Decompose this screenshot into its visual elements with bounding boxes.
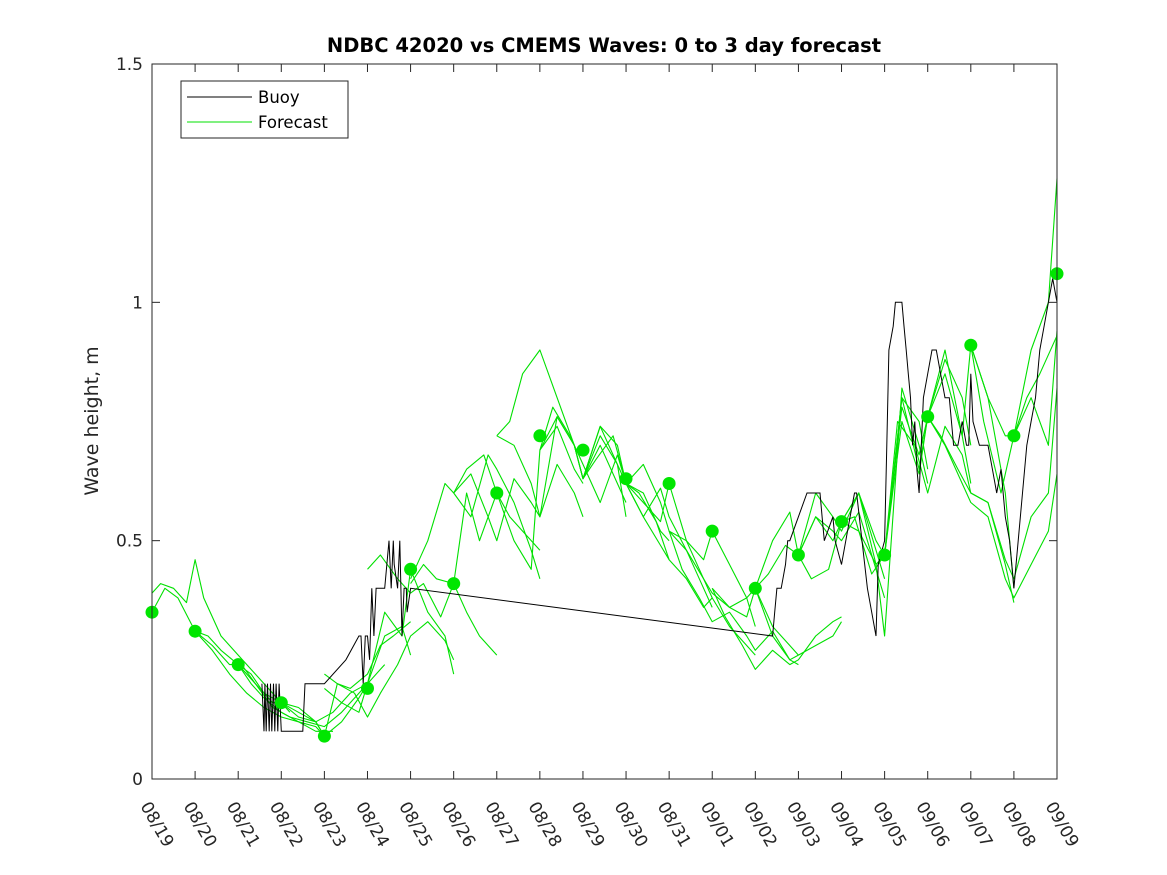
legend: Buoy Forecast	[180, 80, 349, 139]
forecast-run-line	[625, 463, 756, 627]
y-tick-label: 0	[132, 770, 143, 790]
forecast-run-line	[410, 492, 541, 585]
x-tick-label: 08/20	[179, 799, 221, 851]
forecast-run-line	[151, 559, 291, 713]
forecast-start-marker	[576, 443, 590, 457]
chart-title: NDBC 42020 vs CMEMS Waves: 0 to 3 day fo…	[327, 34, 881, 57]
forecast-start-marker	[361, 681, 374, 695]
x-tick-label: 09/03	[782, 799, 824, 851]
forecast-run-line	[927, 416, 1058, 599]
forecast-run-line	[496, 349, 627, 503]
x-tick-label: 08/23	[308, 799, 350, 851]
x-tick-label: 09/08	[998, 799, 1040, 851]
forecast-run-line	[281, 625, 412, 723]
forecast-start-marker	[878, 548, 892, 562]
forecast-start-marker	[791, 548, 805, 562]
forecast-start-marker	[921, 410, 935, 424]
forecast-start-marker	[188, 624, 202, 638]
x-tick-label: 08/19	[136, 799, 178, 851]
forecast-run-line	[280, 621, 411, 737]
x-tick-label: 08/27	[480, 799, 522, 851]
forecast-run-line	[410, 454, 541, 580]
x-tick-label: 09/02	[739, 799, 781, 851]
forecast-start-marker	[533, 429, 547, 443]
x-tick-label: 08/30	[610, 799, 652, 851]
forecast-start-marker	[317, 729, 331, 743]
forecast-run-line	[797, 397, 929, 556]
forecast-run-line	[754, 492, 886, 589]
forecast-run-line	[324, 568, 455, 713]
forecast-run-line	[453, 463, 584, 542]
legend-forecast-label: Forecast	[258, 113, 328, 132]
x-tick-label: 08/25	[394, 799, 436, 851]
x-tick-label: 08/26	[437, 799, 479, 851]
x-tick-label: 09/04	[825, 799, 867, 851]
x-tick-label: 09/07	[954, 799, 996, 851]
forecast-run-line	[539, 406, 670, 560]
x-tick-label: 08/24	[351, 799, 393, 851]
forecast-run-line	[841, 358, 972, 566]
forecast-run-line	[668, 530, 799, 666]
forecast-run-line	[453, 425, 584, 570]
x-tick-label: 09/01	[696, 799, 738, 851]
forecast-start-marker	[447, 577, 461, 591]
forecast-run-line	[884, 344, 1015, 589]
x-tick-label: 08/21	[222, 799, 264, 851]
forecast-start-marker	[619, 472, 633, 486]
x-tick-label: 08/28	[524, 799, 566, 851]
forecast-start-marker	[748, 581, 762, 595]
legend-buoy-label: Buoy	[258, 88, 300, 107]
forecast-run-line	[367, 554, 498, 656]
y-axis-label: Wave height, m	[81, 346, 103, 495]
plot-area	[152, 64, 1057, 779]
forecast-start-marker	[404, 562, 418, 576]
forecast-run-line	[194, 630, 325, 737]
y-axis-ticks: 0 0.5 1 1.5	[116, 55, 1057, 790]
forecast-start-marker	[490, 486, 504, 500]
legend-box	[180, 80, 349, 139]
y-tick-label: 0.5	[116, 532, 143, 552]
forecast-run-line	[797, 387, 929, 637]
forecast-markers	[145, 267, 1064, 743]
forecast-run-line	[711, 587, 842, 661]
forecast-run-line	[754, 511, 886, 599]
forecast-run-line	[324, 621, 455, 718]
forecast-start-marker	[274, 696, 288, 710]
buoy-line	[261, 278, 1058, 732]
forecast-start-marker	[662, 477, 676, 490]
forecast-run-line	[625, 483, 756, 656]
forecast-run-line	[582, 425, 713, 599]
forecast-run-line	[668, 530, 799, 656]
forecast-start-marker	[835, 515, 848, 529]
x-tick-label: 09/09	[1041, 799, 1083, 851]
forecast-start-marker	[705, 524, 719, 538]
forecast-start-marker	[231, 658, 245, 672]
y-tick-label: 1	[132, 293, 143, 313]
x-tick-label: 08/31	[653, 799, 695, 851]
forecast-run-line	[237, 664, 368, 737]
forecast-run-line	[582, 435, 713, 608]
plot-frame	[151, 63, 1058, 780]
y-tick-label: 1.5	[116, 55, 143, 75]
x-tick-label: 08/29	[567, 799, 609, 851]
forecast-run-line	[841, 349, 972, 575]
forecast-run-line	[927, 388, 1058, 580]
x-tick-label: 08/22	[265, 799, 307, 851]
forecast-run-line	[1013, 335, 1058, 436]
x-tick-label: 09/05	[868, 799, 910, 851]
forecast-start-marker	[964, 338, 978, 352]
x-tick-label: 09/06	[911, 799, 953, 851]
forecast-start-marker	[1007, 429, 1021, 443]
buoy-series-line	[261, 278, 1058, 732]
